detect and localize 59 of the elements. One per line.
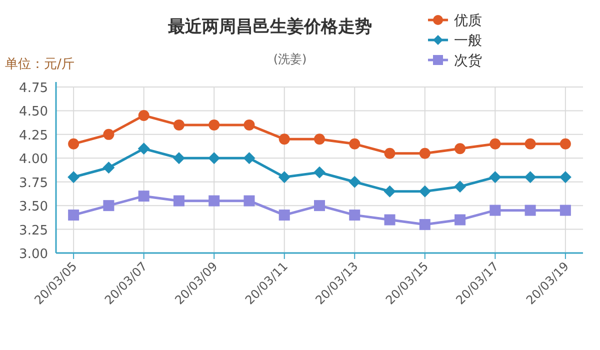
y-tick-label: 4.50 xyxy=(19,104,48,120)
point xyxy=(103,200,114,212)
y-tick-label: 3.00 xyxy=(19,247,48,262)
point xyxy=(348,176,361,188)
legend-label: 优质 xyxy=(454,13,482,29)
point xyxy=(103,128,114,140)
point xyxy=(454,214,466,226)
point xyxy=(68,210,80,221)
point xyxy=(384,214,396,226)
point xyxy=(208,152,220,164)
y-tick-label: 3.50 xyxy=(19,200,48,215)
point xyxy=(349,210,360,221)
point xyxy=(524,171,536,184)
point xyxy=(349,138,360,150)
point xyxy=(278,210,290,221)
point xyxy=(384,185,396,198)
point xyxy=(559,171,572,184)
point xyxy=(419,219,430,230)
point xyxy=(138,110,150,121)
point xyxy=(490,204,501,216)
point xyxy=(68,171,80,184)
point xyxy=(278,171,290,184)
point xyxy=(560,204,571,216)
point xyxy=(314,200,325,212)
legend-label: 次货 xyxy=(454,53,482,69)
chart-title: 最近两周昌邑生姜价格走势 xyxy=(167,16,372,37)
point xyxy=(489,171,502,184)
point xyxy=(278,134,290,145)
legend-label: 一般 xyxy=(454,33,482,49)
point xyxy=(173,195,184,206)
point xyxy=(524,138,536,150)
y-tick-label: 3.75 xyxy=(19,176,48,191)
point xyxy=(454,180,466,193)
point xyxy=(524,204,536,216)
point xyxy=(138,190,150,202)
point xyxy=(208,119,220,130)
point xyxy=(314,166,326,178)
y-tick-label: 4.25 xyxy=(19,128,48,144)
point xyxy=(384,148,396,159)
point xyxy=(244,119,255,130)
point xyxy=(173,119,184,130)
y-axis-title: 单位：元/斤 xyxy=(5,57,74,72)
point xyxy=(418,185,431,198)
point xyxy=(208,195,220,206)
point xyxy=(560,138,571,150)
y-tick-label: 4.75 xyxy=(19,81,48,96)
chart-subtitle: (洗姜) xyxy=(273,52,307,66)
point xyxy=(138,142,150,155)
point xyxy=(244,195,255,206)
point xyxy=(172,152,185,164)
point xyxy=(419,148,430,159)
point xyxy=(68,138,80,150)
y-tick-label: 3.25 xyxy=(19,223,48,238)
y-tick-label: 4.00 xyxy=(19,152,48,168)
point xyxy=(490,138,501,150)
point xyxy=(314,134,325,145)
point xyxy=(243,152,256,164)
point xyxy=(454,143,466,154)
point xyxy=(102,162,115,174)
